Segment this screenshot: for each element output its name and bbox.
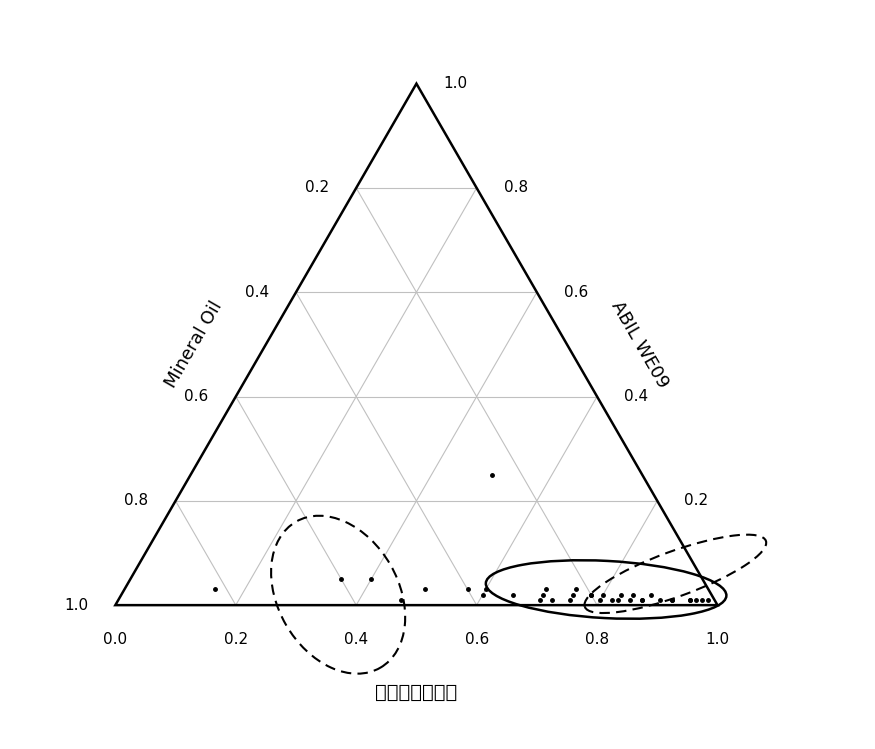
Text: ABIL WE09: ABIL WE09 <box>607 297 671 391</box>
Text: 1.0: 1.0 <box>64 598 88 613</box>
Text: 0.4: 0.4 <box>344 632 368 647</box>
Text: 1.0: 1.0 <box>705 632 730 647</box>
Text: 0.6: 0.6 <box>564 285 588 300</box>
Text: 碘酸二乙基己酩: 碘酸二乙基己酩 <box>375 683 458 703</box>
Text: 0.4: 0.4 <box>624 389 648 404</box>
Text: 0.4: 0.4 <box>245 285 269 300</box>
Text: 0.2: 0.2 <box>305 181 329 195</box>
Text: Mineral Oil: Mineral Oil <box>162 298 226 391</box>
Text: 0.8: 0.8 <box>504 181 528 195</box>
Text: 0.6: 0.6 <box>465 632 489 647</box>
Text: 0.0: 0.0 <box>103 632 128 647</box>
Text: 1.0: 1.0 <box>444 76 467 91</box>
Text: 0.2: 0.2 <box>224 632 248 647</box>
Text: 0.6: 0.6 <box>185 389 208 404</box>
Text: 0.2: 0.2 <box>684 494 709 509</box>
Text: 0.8: 0.8 <box>124 494 149 509</box>
Text: 0.8: 0.8 <box>585 632 609 647</box>
